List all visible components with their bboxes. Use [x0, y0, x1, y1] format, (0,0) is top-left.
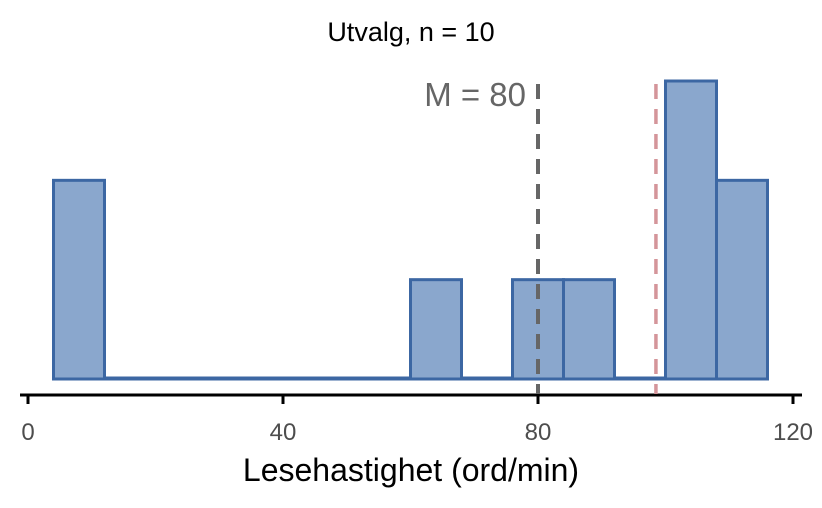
- histogram-bar-1: [103, 376, 157, 381]
- mean-label: M = 80: [424, 76, 526, 113]
- histogram-bar-10: [562, 278, 616, 381]
- x-axis-title: Lesehastighet (ord/min): [243, 452, 579, 488]
- x-tick-label-3: 120: [773, 419, 813, 446]
- x-tick-label-1: 40: [270, 419, 297, 446]
- x-tick-label-2: 80: [525, 419, 552, 446]
- bars-group: [52, 79, 769, 381]
- x-tick-label-0: 0: [21, 419, 34, 446]
- histogram-bar-3: [205, 376, 259, 381]
- histogram-bar-7: [409, 278, 463, 381]
- histogram-bar-11: [613, 376, 667, 381]
- histogram-bar-2: [154, 376, 208, 381]
- chart-title: Utvalg, n = 10: [327, 17, 494, 47]
- histogram-bar-5: [307, 376, 361, 381]
- histogram-bar-8: [460, 376, 514, 381]
- histogram-bar-4: [256, 376, 310, 381]
- histogram-bar-6: [358, 376, 412, 381]
- histogram-bar-0: [52, 178, 106, 381]
- x-axis-ticks: 0 40 80 120: [21, 395, 813, 446]
- histogram-bar-13: [715, 178, 769, 381]
- histogram-bar-12: [664, 79, 718, 381]
